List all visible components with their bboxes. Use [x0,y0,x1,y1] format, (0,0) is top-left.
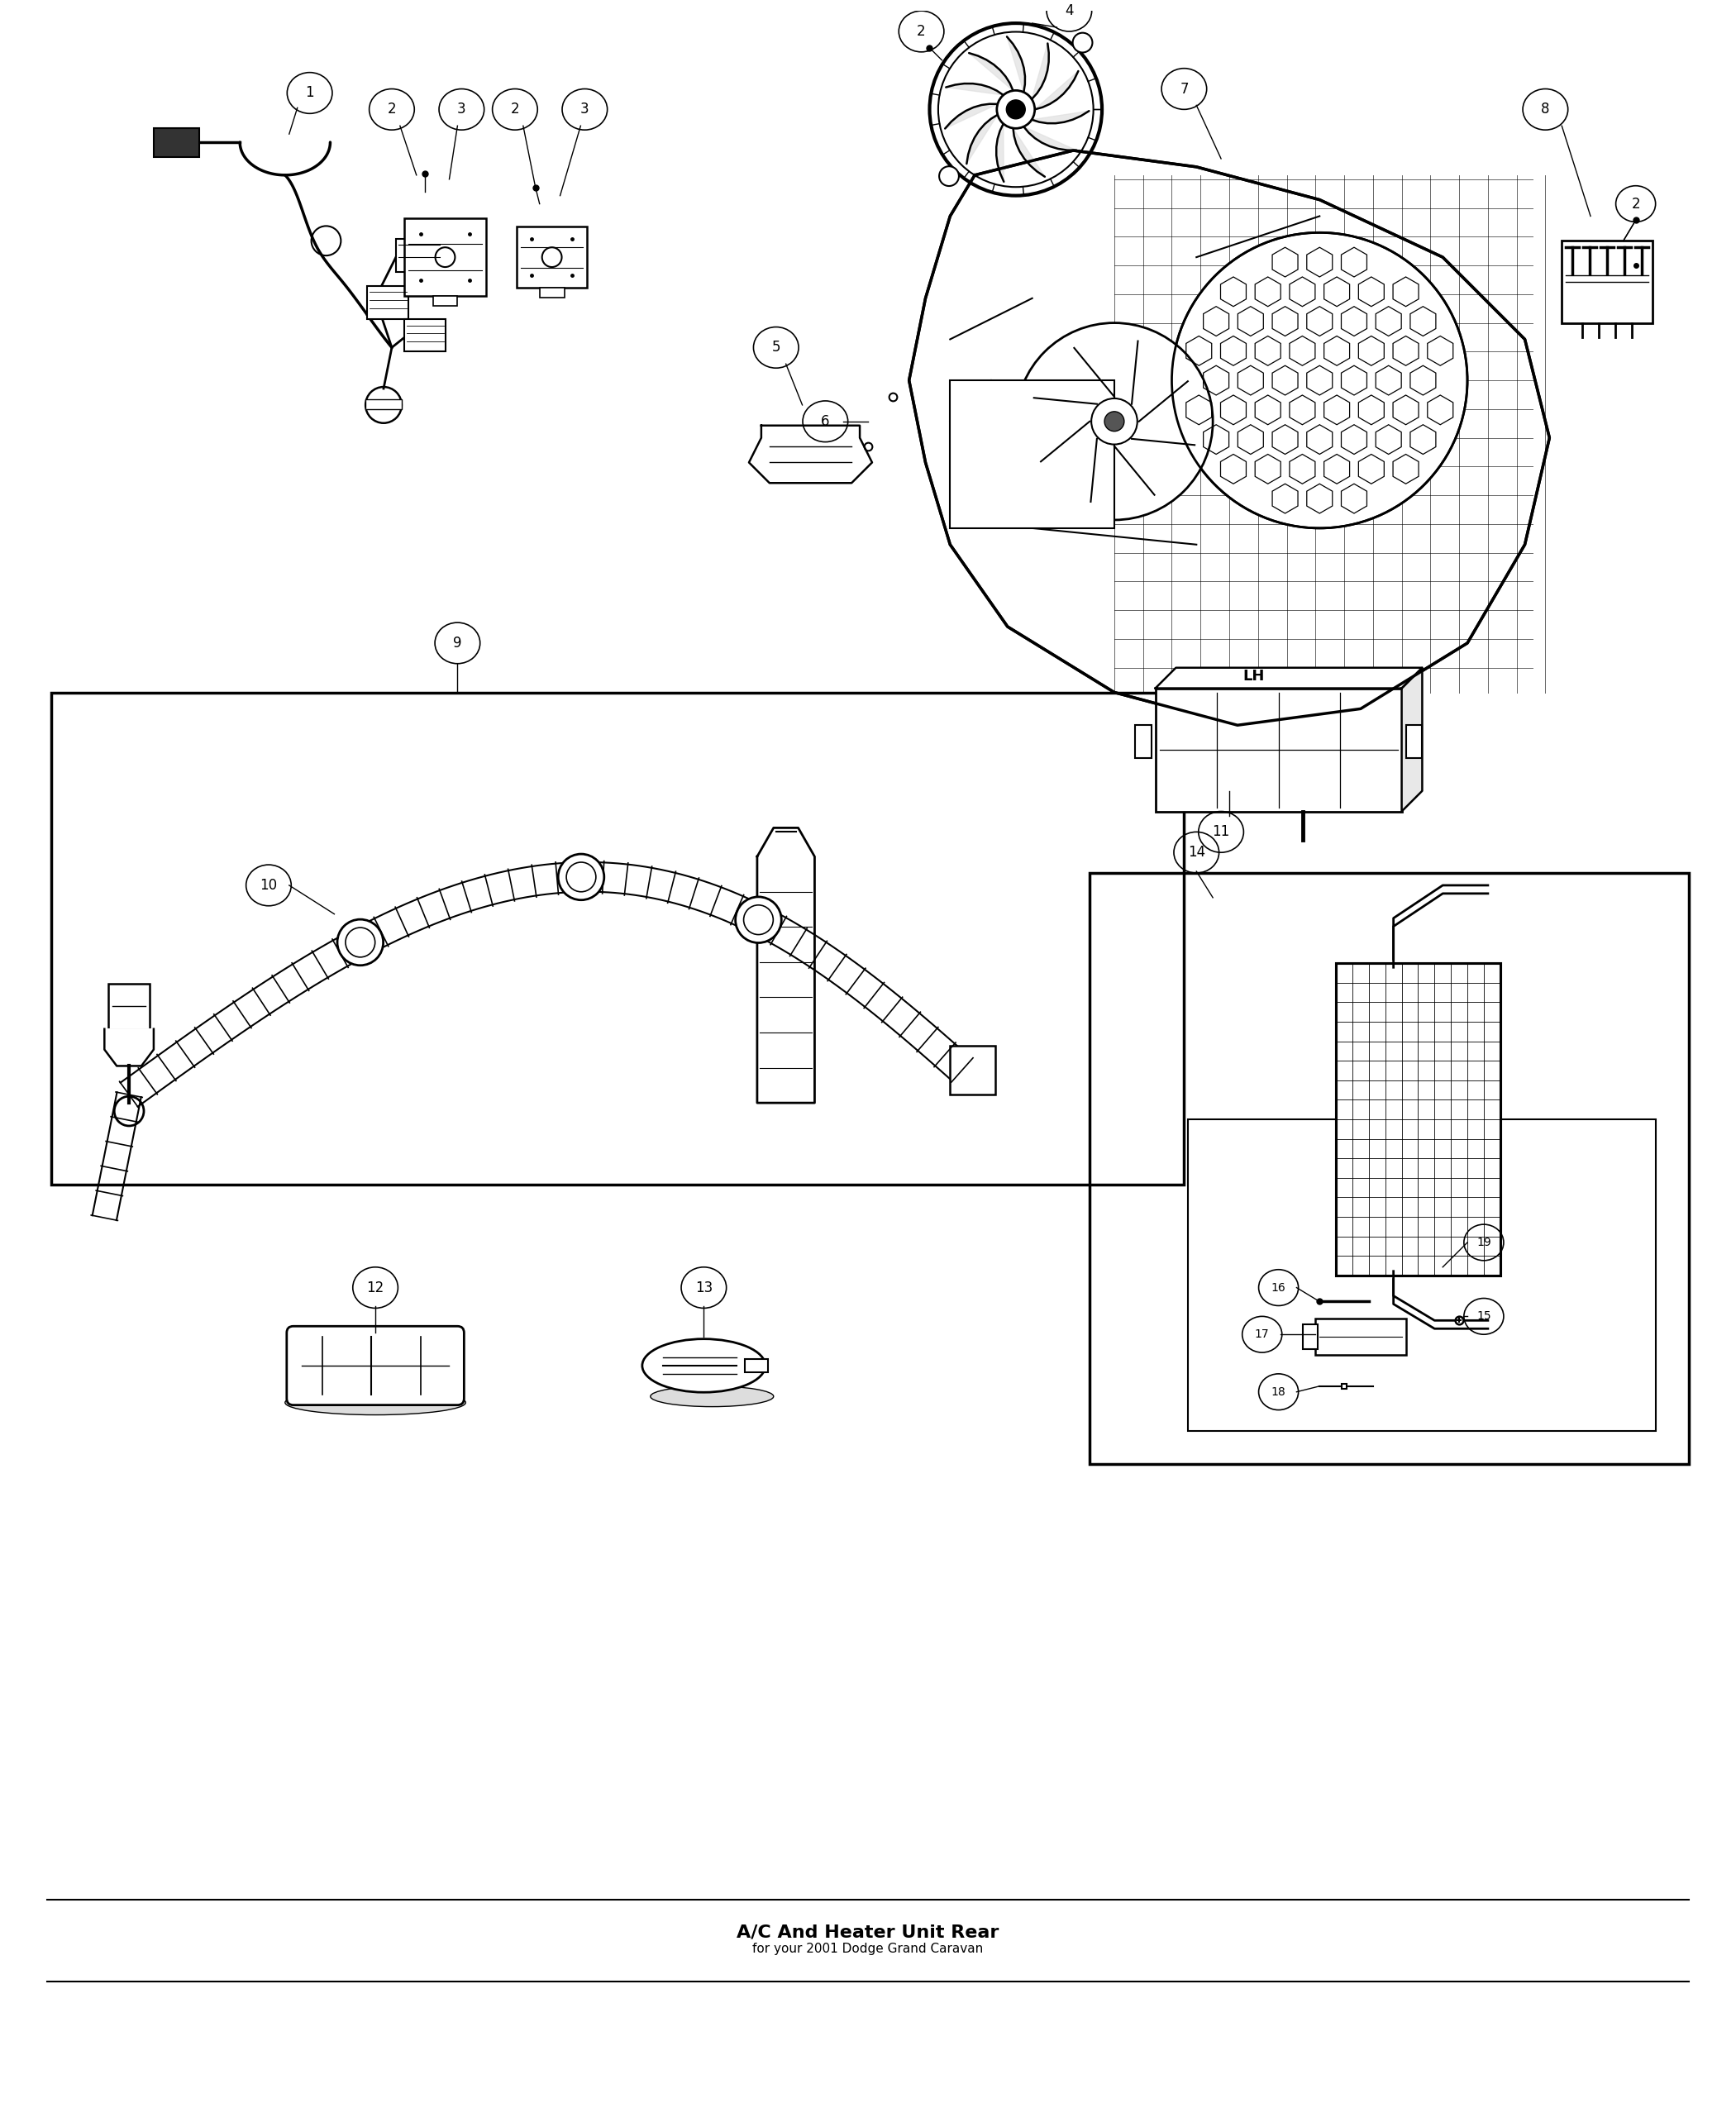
Polygon shape [946,84,1003,95]
Text: 2: 2 [387,101,396,116]
Circle shape [337,919,384,965]
Text: 12: 12 [366,1280,384,1294]
Bar [155,129,200,156]
Text: for your 2001 Dodge Grand Caravan: for your 2001 Dodge Grand Caravan [753,1941,983,1954]
Polygon shape [1401,668,1422,812]
Text: LH: LH [1243,668,1266,683]
Bar [109,984,149,1029]
Polygon shape [1007,36,1024,93]
Polygon shape [748,426,871,483]
Bar [404,219,486,297]
Circle shape [996,91,1035,129]
Ellipse shape [642,1339,766,1391]
Polygon shape [1014,129,1045,177]
Polygon shape [910,150,1550,725]
Bar [1337,963,1500,1275]
Circle shape [929,23,1102,196]
Polygon shape [1031,112,1088,122]
Bar [50,691,1184,1185]
Text: 4: 4 [1064,4,1073,19]
Text: 15: 15 [1477,1311,1491,1322]
Polygon shape [944,103,998,129]
Bar [366,398,401,409]
Text: 2: 2 [1632,196,1641,211]
Bar [1304,1324,1318,1349]
Bar [950,1046,995,1094]
Polygon shape [969,53,1014,91]
Text: 16: 16 [1271,1282,1286,1294]
Text: 3: 3 [457,101,465,116]
Text: A/C And Heater Unit Rear: A/C And Heater Unit Rear [736,1925,1000,1939]
Bar [1156,687,1401,812]
Text: 7: 7 [1180,82,1189,97]
Circle shape [1104,411,1125,432]
Bar [1316,1320,1406,1355]
Text: 18: 18 [1271,1387,1286,1398]
Bar [1090,873,1689,1465]
Text: 14: 14 [1187,845,1205,860]
Circle shape [559,854,604,900]
Polygon shape [104,1029,155,1067]
Text: 5: 5 [773,339,781,354]
Bar [396,238,441,272]
Polygon shape [1024,126,1076,150]
Bar [517,226,587,289]
Text: 3: 3 [580,101,589,116]
Text: 10: 10 [260,877,278,894]
Bar [366,287,408,318]
Polygon shape [1035,72,1078,110]
Bar [1337,963,1500,1275]
Bar [1187,1119,1656,1431]
Ellipse shape [651,1387,774,1406]
Text: 9: 9 [453,637,462,651]
Circle shape [1073,34,1092,53]
Bar [404,318,444,352]
Bar [432,297,458,306]
Ellipse shape [285,1391,465,1414]
Circle shape [1016,323,1213,521]
Circle shape [736,896,781,942]
Circle shape [1172,232,1467,529]
Text: 11: 11 [1212,824,1229,839]
Bar [540,289,564,297]
FancyBboxPatch shape [286,1326,464,1406]
Bar [950,379,1115,529]
Polygon shape [1156,668,1422,687]
Bar [1406,725,1422,759]
Text: 19: 19 [1476,1237,1491,1248]
Text: 8: 8 [1542,101,1550,116]
Text: 6: 6 [821,413,830,428]
Circle shape [1092,398,1137,445]
Text: 1: 1 [306,86,314,101]
Circle shape [1007,99,1026,118]
Text: 17: 17 [1255,1328,1269,1341]
Bar [1562,240,1653,323]
Text: 2: 2 [510,101,519,116]
Polygon shape [757,828,814,1102]
Circle shape [939,167,958,186]
Bar [745,1360,767,1372]
Polygon shape [967,114,998,164]
Bar [1135,725,1151,759]
Polygon shape [1031,44,1049,99]
Text: 2: 2 [917,23,925,38]
Text: 13: 13 [694,1280,712,1294]
Polygon shape [996,124,1003,181]
